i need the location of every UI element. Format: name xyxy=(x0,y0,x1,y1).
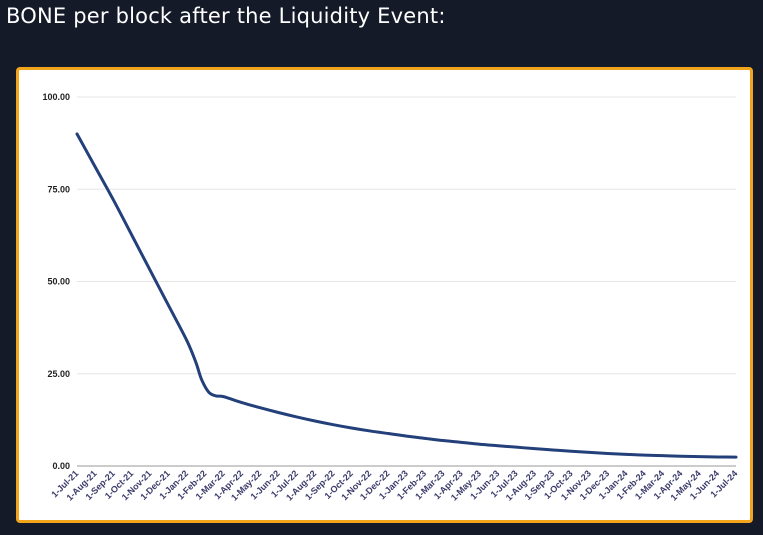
x-axis: 1-Jul-211-Aug-211-Sep-211-Oct-211-Nov-21… xyxy=(49,468,739,502)
series-group xyxy=(75,132,738,459)
gridlines xyxy=(77,96,736,467)
y-tick-label: 0.00 xyxy=(52,461,70,471)
page-title: BONE per block after the Liquidity Event… xyxy=(6,4,446,28)
y-tick-label: 100.00 xyxy=(42,92,70,102)
y-tick-label: 50.00 xyxy=(47,277,70,287)
line-chart: 100.00 75.00 50.00 25.00 0.00 1-Jul-211-Aug-… xyxy=(42,92,739,503)
y-tick-label: 25.00 xyxy=(47,369,70,379)
y-tick-label: 75.00 xyxy=(47,184,70,194)
y-axis: 100.00 75.00 50.00 25.00 0.00 xyxy=(42,92,70,471)
series-line xyxy=(75,132,738,459)
chart-frame: 100.00 75.00 50.00 25.00 0.00 1-Jul-21 1-Aug-… xyxy=(16,67,753,523)
